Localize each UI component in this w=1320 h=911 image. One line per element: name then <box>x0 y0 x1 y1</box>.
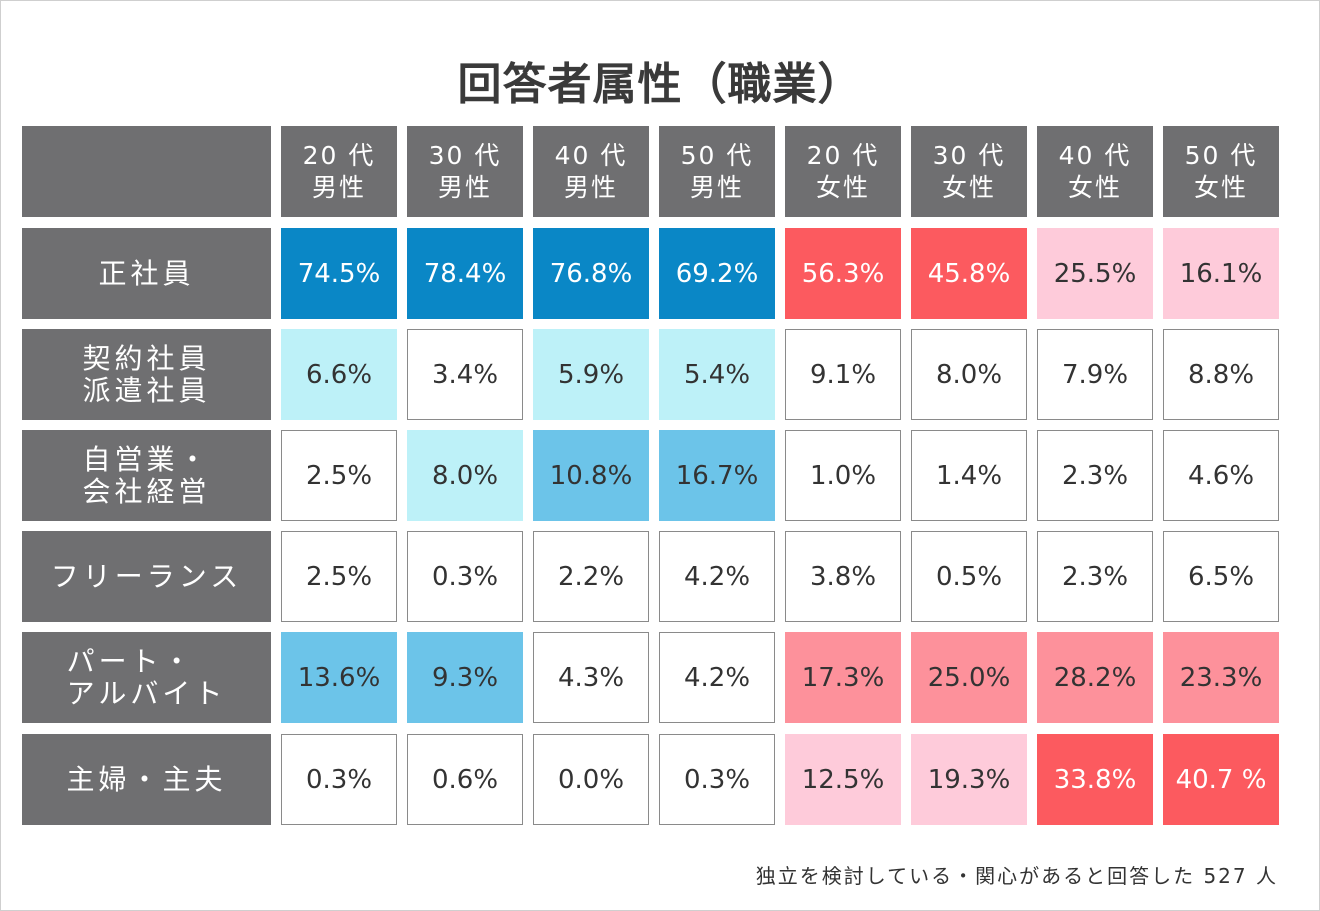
column-header-line: 40 代 <box>554 140 628 170</box>
column-header: 20 代男性 <box>281 126 397 217</box>
data-cell: 25.0% <box>911 632 1027 723</box>
footnote: 独立を検討している・関心があると回答した 527 人 <box>755 864 1278 888</box>
data-cell: 6.5% <box>1163 531 1279 622</box>
column-header-line: 女性 <box>1193 172 1248 202</box>
column-header-line: 女性 <box>815 172 870 202</box>
data-cell: 0.3% <box>659 734 775 825</box>
data-cell: 12.5% <box>785 734 901 825</box>
data-cell: 3.8% <box>785 531 901 622</box>
column-header: 50 代男性 <box>659 126 775 217</box>
data-cell: 45.8% <box>911 228 1027 319</box>
data-cell: 0.6% <box>407 734 523 825</box>
column-header: 30 代女性 <box>911 126 1027 217</box>
row-label-line: 主婦・主夫 <box>66 762 227 796</box>
data-cell: 33.8% <box>1037 734 1153 825</box>
data-cell: 74.5% <box>281 228 397 319</box>
column-header-line: 男性 <box>689 172 744 202</box>
column-header: 40 代男性 <box>533 126 649 217</box>
row-label-line: パート・ <box>66 644 195 678</box>
column-header-line: 30 代 <box>428 140 502 170</box>
data-cell: 16.1% <box>1163 228 1279 319</box>
data-cell: 78.4% <box>407 228 523 319</box>
column-header: 20 代女性 <box>785 126 901 217</box>
data-cell: 13.6% <box>281 632 397 723</box>
data-cell: 40.7 % <box>1163 734 1279 825</box>
data-cell: 0.3% <box>407 531 523 622</box>
row-label-line: 契約社員 <box>82 341 211 375</box>
data-cell: 0.3% <box>281 734 397 825</box>
column-header-line: 男性 <box>437 172 492 202</box>
data-cell: 28.2% <box>1037 632 1153 723</box>
data-cell: 2.2% <box>533 531 649 622</box>
data-cell: 76.8% <box>533 228 649 319</box>
data-cell: 6.6% <box>281 329 397 420</box>
row-label-line: 会社経営 <box>82 474 211 508</box>
data-cell: 4.2% <box>659 531 775 622</box>
data-cell: 17.3% <box>785 632 901 723</box>
column-header-line: 20 代 <box>302 140 376 170</box>
column-header: 30 代男性 <box>407 126 523 217</box>
row-label: パート・ アルバイト <box>22 632 271 723</box>
row-label-line: 派遣社員 <box>82 373 211 407</box>
data-cell: 8.8% <box>1163 329 1279 420</box>
data-cell: 2.5% <box>281 531 397 622</box>
column-header-line: 女性 <box>941 172 996 202</box>
chart-title: 回答者属性（職業） <box>457 59 863 110</box>
column-header-line: 男性 <box>311 172 366 202</box>
data-cell: 69.2% <box>659 228 775 319</box>
data-cell: 5.9% <box>533 329 649 420</box>
data-cell: 1.4% <box>911 430 1027 521</box>
column-header-line: 40 代 <box>1058 140 1132 170</box>
data-cell: 5.4% <box>659 329 775 420</box>
row-label: 契約社員 派遣社員 <box>22 329 271 420</box>
data-cell: 4.2% <box>659 632 775 723</box>
column-header-line: 50 代 <box>1184 140 1258 170</box>
data-cell: 56.3% <box>785 228 901 319</box>
row-label-line: 正社員 <box>98 256 195 290</box>
data-cell: 2.3% <box>1037 430 1153 521</box>
column-header-line: 50 代 <box>680 140 754 170</box>
data-cell: 25.5% <box>1037 228 1153 319</box>
data-cell: 7.9% <box>1037 329 1153 420</box>
data-cell: 2.3% <box>1037 531 1153 622</box>
column-header: 50 代女性 <box>1163 126 1279 217</box>
data-cell: 1.0% <box>785 430 901 521</box>
data-cell: 0.0% <box>533 734 649 825</box>
data-cell: 19.3% <box>911 734 1027 825</box>
data-cell: 9.1% <box>785 329 901 420</box>
header-corner <box>22 126 271 217</box>
data-cell: 3.4% <box>407 329 523 420</box>
column-header-line: 30 代 <box>932 140 1006 170</box>
data-cell: 16.7% <box>659 430 775 521</box>
data-cell: 8.0% <box>911 329 1027 420</box>
data-cell: 2.5% <box>281 430 397 521</box>
row-label: 自営業・ 会社経営 <box>22 430 271 521</box>
column-header-line: 男性 <box>563 172 618 202</box>
data-cell: 8.0% <box>407 430 523 521</box>
row-label-line: フリーランス <box>50 559 243 593</box>
row-label-line: 自営業・ <box>82 442 211 476</box>
row-label: 主婦・主夫 <box>22 734 271 825</box>
column-header-line: 女性 <box>1067 172 1122 202</box>
data-cell: 23.3% <box>1163 632 1279 723</box>
column-header: 40 代女性 <box>1037 126 1153 217</box>
column-header-line: 20 代 <box>806 140 880 170</box>
data-cell: 4.3% <box>533 632 649 723</box>
row-label: フリーランス <box>22 531 271 622</box>
data-cell: 4.6% <box>1163 430 1279 521</box>
row-label-line: アルバイト <box>66 676 227 710</box>
row-label: 正社員 <box>22 228 271 319</box>
data-cell: 10.8% <box>533 430 649 521</box>
data-cell: 9.3% <box>407 632 523 723</box>
data-cell: 0.5% <box>911 531 1027 622</box>
